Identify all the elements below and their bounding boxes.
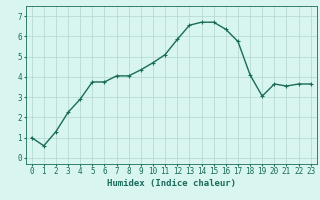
X-axis label: Humidex (Indice chaleur): Humidex (Indice chaleur) xyxy=(107,179,236,188)
